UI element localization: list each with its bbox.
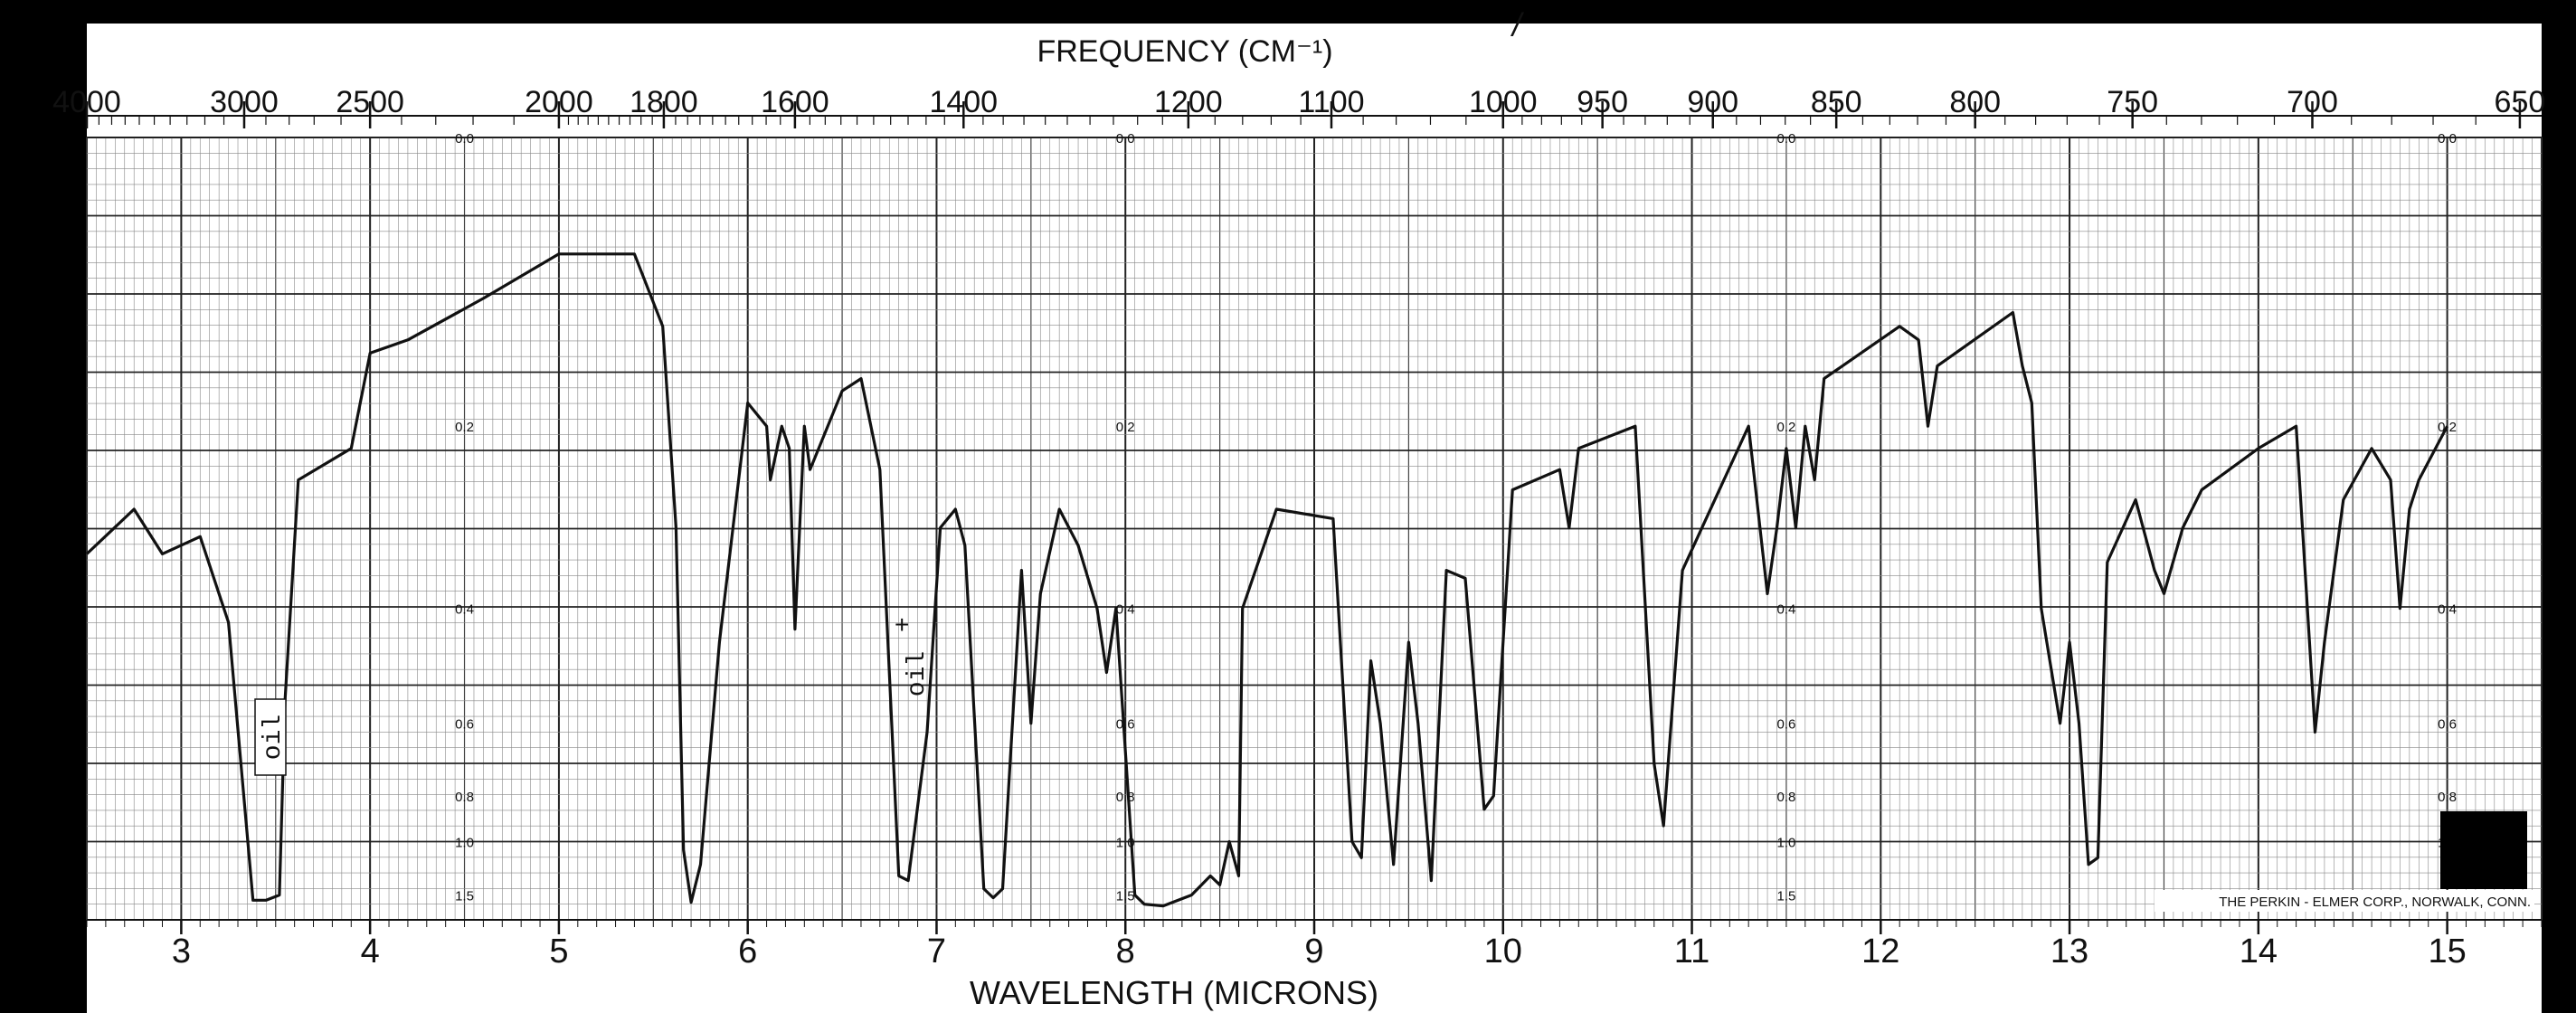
bottom-tick-label: 10 [1484,933,1522,970]
grid [86,137,2543,921]
top-axis-ticks: 4000 3000 2500 2000 1800 1600 1400 1200 1100 1000… [52,85,2545,128]
absorbance-label: 1.5 [1776,889,1795,904]
bottom-tick-label: 9 [1304,933,1323,970]
absorbance-label: 1.0 [1776,836,1795,851]
left-border [0,0,87,1013]
bottom-tick-label: 12 [1861,933,1899,970]
bottom-tick-label: 4 [361,933,380,970]
bottom-tick-label: 14 [2240,933,2278,970]
top-tick-label: 1200 [1154,85,1223,119]
absorbance-label: 0.2 [1776,420,1795,435]
absorbance-label: 1.5 [455,889,474,904]
absorbance-scale-labels: 0.0 0.2 0.4 0.6 0.8 1.0 1.5 0.0 0.2 0.4 0.6 0.8 1.0 1… [455,131,2457,904]
absorbance-label: 0.2 [1116,420,1135,435]
bottom-tick-label: 5 [549,933,568,970]
absorbance-label: 0.6 [455,717,474,733]
top-tick-label: 2500 [336,85,404,119]
top-tick-label: 950 [1577,85,1628,119]
absorbance-label: 0.0 [455,131,474,147]
absorbance-label: 0.8 [455,790,474,805]
absorbance-label: 0.8 [1776,790,1795,805]
bottom-tick-label: 8 [1116,933,1135,970]
absorbance-label: 0.4 [1116,602,1135,618]
absorbance-label: 0.0 [1776,131,1795,147]
absorbance-label: 0.6 [1116,717,1135,733]
bottom-tick-label: 3 [172,933,191,970]
top-tick-label: 1400 [929,85,998,119]
bottom-tick-label: 13 [2050,933,2088,970]
bottom-axis-ticks: 3 4 5 6 7 8 9 10 11 12 13 14 15 [86,919,2543,970]
absorbance-label: 0.6 [2438,717,2457,733]
stray-mark: / [1510,6,1525,43]
top-tick-label: 800 [1949,85,2001,119]
black-tab [2440,811,2527,889]
top-tick-label: 700 [2287,85,2338,119]
top-tick-label: 1000 [1469,85,1538,119]
credit-backing [2155,890,2534,912]
x-axis-label: WAVELENGTH (MICRONS) [970,974,1378,1011]
top-tick-label: 4000 [52,85,121,119]
top-axis-label: FREQUENCY (CM⁻¹) [1037,34,1332,69]
right-border [2542,0,2576,1013]
top-tick-label: 1600 [761,85,829,119]
top-tick-label: 1100 [1298,85,1364,119]
absorbance-label: 0.2 [455,420,474,435]
oil-marker-plus: + [895,611,909,639]
top-tick-label: 850 [1811,85,1862,119]
top-tick-label: 900 [1687,85,1738,119]
absorbance-label: 0.8 [2438,790,2457,805]
bottom-tick-label: 7 [927,933,946,970]
spectrum-trace [85,252,2449,908]
bottom-tick-label: 11 [1674,933,1709,970]
top-tick-label: 1800 [630,85,698,119]
bottom-tick-label: 15 [2428,933,2466,970]
top-tick-label: 3000 [210,85,279,119]
top-border [0,0,2576,24]
absorbance-label: 0.4 [2438,602,2457,618]
oil-annotation-1: oil [254,698,288,776]
top-tick-label: 750 [2107,85,2158,119]
svg-text:oil: oil [904,651,932,696]
absorbance-label: 0.4 [455,602,474,618]
top-tick-label: 650 [2495,85,2546,119]
bottom-tick-label: 6 [738,933,757,970]
absorbance-label: 0.0 [1116,131,1135,147]
credit-text: THE PERKIN - ELMER CORP., NORWALK, CONN. [2219,895,2531,910]
top-tick-label: 2000 [525,85,593,119]
absorbance-label: 0.4 [1776,602,1795,618]
absorbance-label: 1.0 [455,836,474,851]
svg-text:oil: oil [260,715,288,760]
absorbance-label: 0.6 [1776,717,1795,733]
absorbance-label: 0.0 [2438,131,2457,147]
absorbance-label: 0.8 [1116,790,1135,805]
absorbance-label: 1.5 [1116,889,1135,904]
oil-annotation-2: oil [904,651,932,696]
